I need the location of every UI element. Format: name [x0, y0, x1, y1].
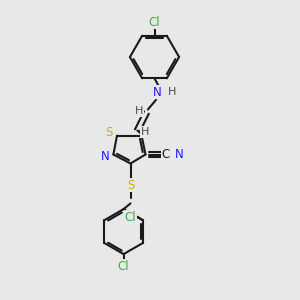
Text: N: N [100, 149, 109, 163]
Text: Cl: Cl [149, 16, 160, 29]
Text: N: N [175, 148, 184, 161]
Text: C: C [161, 148, 170, 161]
Text: Cl: Cl [125, 211, 136, 224]
Text: S: S [128, 178, 135, 192]
Text: H: H [141, 127, 149, 137]
Text: H: H [168, 87, 176, 98]
Text: S: S [105, 126, 112, 139]
Text: Cl: Cl [118, 260, 129, 273]
Text: H: H [135, 106, 143, 116]
Text: N: N [153, 86, 162, 99]
